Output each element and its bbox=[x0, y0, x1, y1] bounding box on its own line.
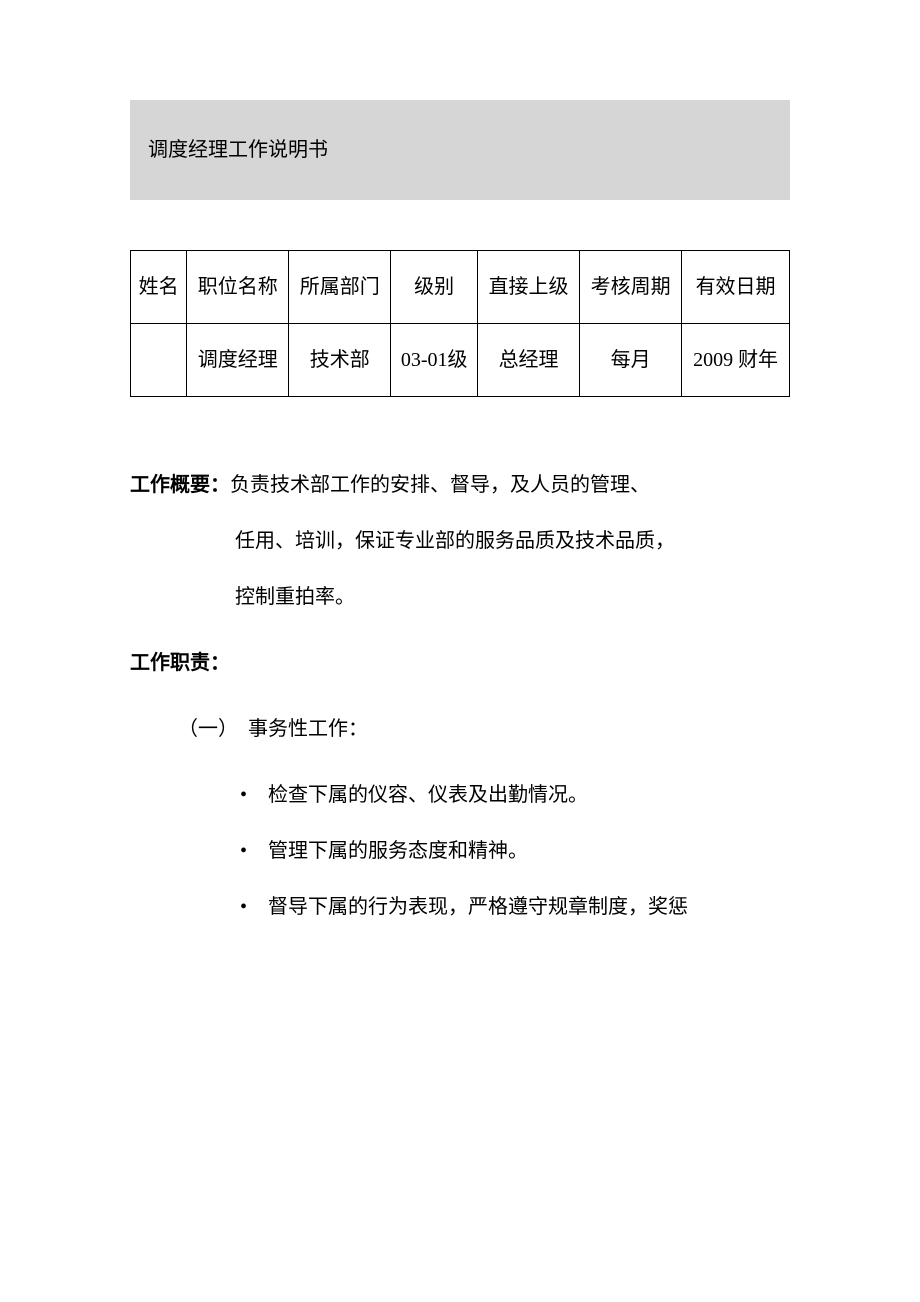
list-item: 督导下属的行为表现，严格遵守规章制度，奖惩 bbox=[240, 879, 790, 935]
summary-text-3: 控制重拍率。 bbox=[130, 569, 790, 625]
summary-line-1: 工作概要：负责技术部工作的安排、督导，及人员的管理、 bbox=[130, 457, 790, 513]
header-position: 职位名称 bbox=[187, 251, 289, 324]
cell-position: 调度经理 bbox=[187, 324, 289, 397]
header-supervisor: 直接上级 bbox=[478, 251, 580, 324]
summary-label: 工作概要： bbox=[130, 474, 230, 496]
header-name: 姓名 bbox=[131, 251, 187, 324]
cell-supervisor: 总经理 bbox=[478, 324, 580, 397]
table-data-row: 调度经理 技术部 03-01级 总经理 每月 2009 财年 bbox=[131, 324, 790, 397]
cell-effective-date: 2009 财年 bbox=[682, 324, 790, 397]
summary-text-2: 任用、培训，保证专业部的服务品质及技术品质， bbox=[130, 513, 790, 569]
document-title: 调度经理工作说明书 bbox=[130, 100, 790, 200]
cell-level: 03-01级 bbox=[391, 324, 478, 397]
responsibilities-list: 检查下属的仪容、仪表及出勤情况。 管理下属的服务态度和精神。 督导下属的行为表现… bbox=[130, 767, 790, 935]
cell-name bbox=[131, 324, 187, 397]
info-table: 姓名 职位名称 所属部门 级别 直接上级 考核周期 有效日期 调度经理 技术部 … bbox=[130, 250, 790, 397]
header-effective-date: 有效日期 bbox=[682, 251, 790, 324]
table-header-row: 姓名 职位名称 所属部门 级别 直接上级 考核周期 有效日期 bbox=[131, 251, 790, 324]
header-department: 所属部门 bbox=[289, 251, 391, 324]
summary-text-1: 负责技术部工作的安排、督导，及人员的管理、 bbox=[230, 474, 650, 496]
header-level: 级别 bbox=[391, 251, 478, 324]
header-review-cycle: 考核周期 bbox=[580, 251, 682, 324]
list-item: 管理下属的服务态度和精神。 bbox=[240, 823, 790, 879]
subsection-1-heading: （一） 事务性工作： bbox=[130, 701, 790, 757]
cell-department: 技术部 bbox=[289, 324, 391, 397]
list-item: 检查下属的仪容、仪表及出勤情况。 bbox=[240, 767, 790, 823]
cell-review-cycle: 每月 bbox=[580, 324, 682, 397]
work-summary: 工作概要：负责技术部工作的安排、督导，及人员的管理、 任用、培训，保证专业部的服… bbox=[130, 457, 790, 625]
responsibilities-section: 工作职责： （一） 事务性工作： 检查下属的仪容、仪表及出勤情况。 管理下属的服… bbox=[130, 635, 790, 935]
responsibilities-label: 工作职责： bbox=[130, 635, 790, 691]
